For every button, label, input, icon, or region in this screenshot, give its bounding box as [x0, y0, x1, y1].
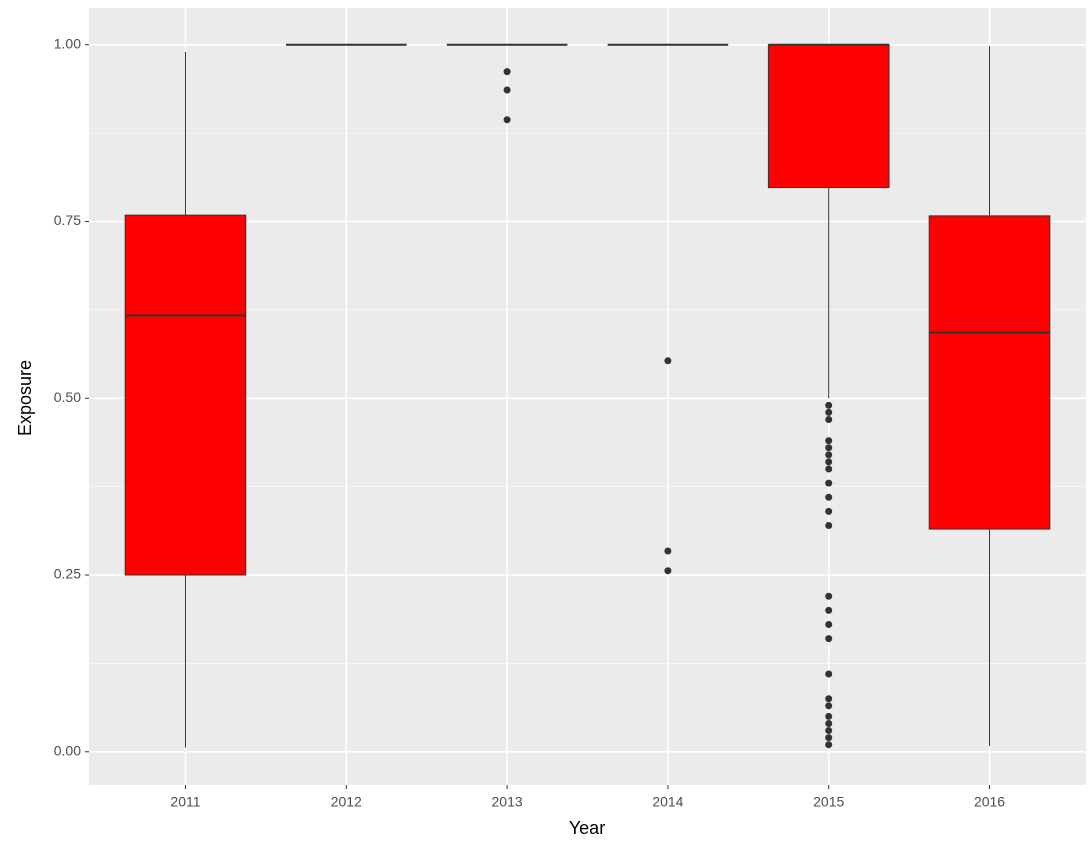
outlier	[825, 702, 833, 710]
y-tick-label: 0.00	[54, 742, 81, 758]
panel	[89, 8, 1086, 785]
outlier	[825, 670, 833, 678]
outlier	[825, 507, 833, 515]
y-tick-label: 0.25	[54, 566, 81, 582]
outlier	[825, 458, 833, 466]
y-tick-label: 1.00	[54, 35, 81, 51]
outlier	[503, 68, 511, 76]
box	[124, 214, 247, 576]
x-tick-label: 2014	[652, 794, 683, 810]
y-axis-title: Exposure	[15, 360, 35, 436]
x-tick-label: 2012	[331, 794, 362, 810]
outlier	[825, 479, 833, 487]
outlier	[825, 522, 833, 530]
outlier	[825, 451, 833, 459]
x-axis-title: Year	[569, 818, 605, 838]
outlier	[825, 741, 833, 749]
y-tick-label: 0.50	[54, 389, 81, 405]
x-tick-label: 2013	[492, 794, 523, 810]
outlier	[825, 437, 833, 445]
outlier	[825, 621, 833, 629]
box	[767, 44, 890, 189]
outlier	[825, 719, 833, 727]
outlier	[825, 444, 833, 452]
outlier	[825, 465, 833, 473]
outlier	[825, 401, 833, 409]
outlier	[825, 734, 833, 742]
outlier	[825, 695, 833, 703]
outlier	[825, 606, 833, 614]
y-tick-label: 0.75	[54, 212, 81, 228]
outlier	[825, 712, 833, 720]
outlier	[825, 592, 833, 600]
outlier	[825, 408, 833, 416]
outlier	[825, 493, 833, 501]
outlier	[664, 357, 672, 365]
outlier	[664, 547, 672, 555]
outlier	[825, 415, 833, 423]
box	[928, 215, 1051, 530]
outlier	[503, 86, 511, 94]
outlier	[825, 635, 833, 643]
x-tick-label: 2011	[170, 794, 200, 810]
outlier	[825, 727, 833, 735]
x-tick-label: 2016	[974, 794, 1005, 810]
x-tick-label: 2015	[813, 794, 844, 810]
outlier	[503, 116, 511, 124]
outlier	[664, 567, 672, 575]
